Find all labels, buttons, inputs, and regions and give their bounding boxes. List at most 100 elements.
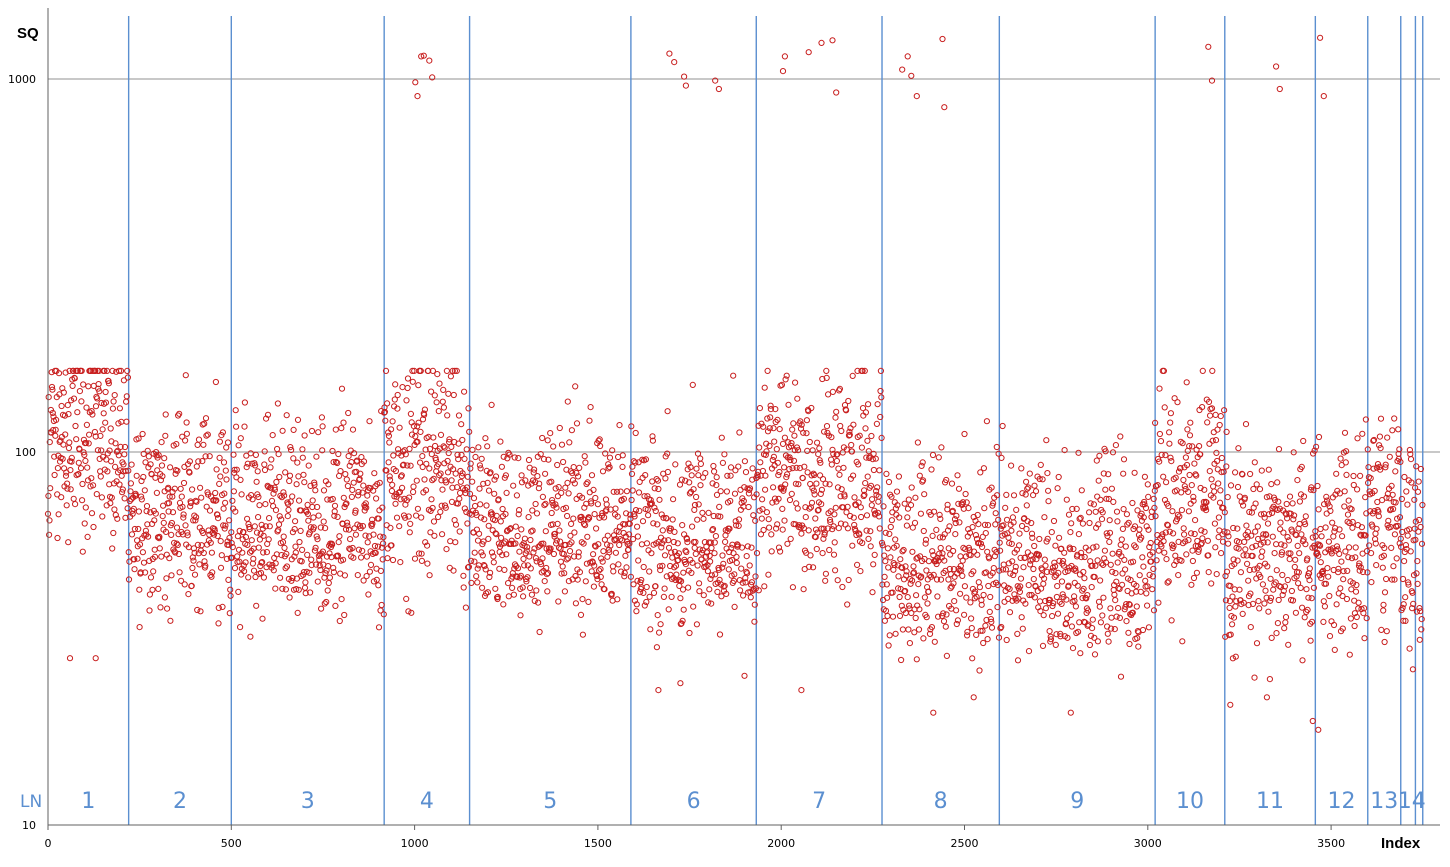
- data-point: [689, 523, 696, 530]
- data-point: [1206, 468, 1213, 475]
- data-point: [920, 635, 927, 642]
- data-point: [770, 425, 777, 432]
- data-point: [99, 513, 106, 520]
- data-point: [123, 418, 130, 425]
- data-point: [581, 453, 588, 460]
- data-point: [276, 513, 283, 520]
- data-point: [279, 427, 286, 434]
- data-point: [1006, 540, 1013, 547]
- data-point: [788, 490, 795, 497]
- data-point: [96, 388, 103, 395]
- data-point: [769, 456, 776, 464]
- data-point: [1191, 530, 1198, 538]
- data-point: [444, 412, 451, 419]
- data-point: [88, 475, 95, 482]
- data-point: [648, 500, 655, 507]
- data-point: [284, 513, 291, 520]
- data-point: [260, 549, 267, 556]
- data-point: [157, 604, 164, 611]
- data-point: [1174, 511, 1182, 518]
- data-point: [492, 530, 499, 537]
- data-point: [371, 542, 379, 550]
- data-point: [1107, 561, 1114, 568]
- data-point: [82, 504, 89, 511]
- data-point: [439, 531, 446, 538]
- data-point: [1346, 544, 1353, 551]
- data-point: [759, 496, 766, 503]
- data-point: [782, 481, 789, 488]
- data-point: [1183, 461, 1191, 469]
- data-point: [1302, 521, 1309, 528]
- data-point: [565, 490, 572, 497]
- data-point: [329, 495, 336, 503]
- data-point: [1345, 497, 1352, 504]
- data-point: [759, 467, 767, 475]
- data-point: [1144, 602, 1151, 609]
- data-point: [1040, 612, 1047, 619]
- data-point: [265, 536, 272, 543]
- data-point: [899, 626, 907, 633]
- data-point: [766, 442, 773, 449]
- data-point: [1120, 470, 1127, 477]
- data-point: [79, 548, 86, 555]
- data-point: [1149, 549, 1156, 556]
- data-point: [1118, 536, 1125, 543]
- data-point: [1016, 542, 1023, 549]
- data-point: [526, 553, 533, 560]
- data-point: [717, 488, 724, 495]
- data-point: [532, 555, 540, 562]
- data-point: [1058, 545, 1065, 552]
- data-point: [344, 522, 351, 529]
- data-point: [1240, 552, 1247, 559]
- data-point: [96, 455, 103, 462]
- data-point: [1127, 576, 1134, 584]
- data-point: [654, 477, 662, 484]
- data-point: [1401, 558, 1408, 565]
- group-label: 3: [301, 789, 315, 814]
- data-point: [1278, 549, 1286, 556]
- data-point: [595, 541, 602, 548]
- data-point: [877, 413, 884, 421]
- data-point: [531, 597, 538, 605]
- data-point: [119, 486, 126, 493]
- data-point: [1100, 470, 1107, 477]
- data-point: [877, 367, 885, 374]
- data-point: [805, 49, 812, 56]
- data-point: [214, 532, 221, 540]
- data-point: [783, 474, 790, 481]
- data-point: [601, 586, 608, 593]
- data-point: [565, 555, 572, 562]
- data-point: [1230, 524, 1237, 532]
- data-point: [903, 522, 911, 529]
- data-point: [498, 534, 505, 542]
- data-point: [702, 553, 710, 560]
- data-point: [864, 437, 871, 444]
- data-point: [1267, 575, 1274, 582]
- data-point: [705, 539, 713, 546]
- data-point: [287, 444, 294, 451]
- data-point: [49, 386, 56, 393]
- data-point: [1039, 476, 1046, 483]
- data-point: [614, 513, 621, 520]
- data-point: [954, 472, 961, 479]
- data-point: [1285, 537, 1293, 544]
- data-point: [1083, 595, 1090, 602]
- data-point: [803, 417, 811, 424]
- data-point: [1092, 562, 1099, 569]
- data-point: [1337, 585, 1344, 592]
- data-point: [634, 577, 641, 584]
- data-point: [231, 466, 238, 473]
- data-point: [817, 490, 824, 497]
- data-point: [1269, 533, 1276, 540]
- data-point: [494, 595, 501, 603]
- data-point: [1317, 34, 1324, 41]
- data-point: [161, 594, 168, 601]
- data-point: [533, 558, 540, 565]
- data-point: [655, 485, 662, 493]
- data-point: [846, 431, 853, 438]
- data-point: [667, 525, 675, 532]
- data-point: [1091, 634, 1098, 641]
- data-point: [176, 410, 183, 417]
- data-point: [1330, 533, 1337, 540]
- data-point: [1078, 554, 1085, 561]
